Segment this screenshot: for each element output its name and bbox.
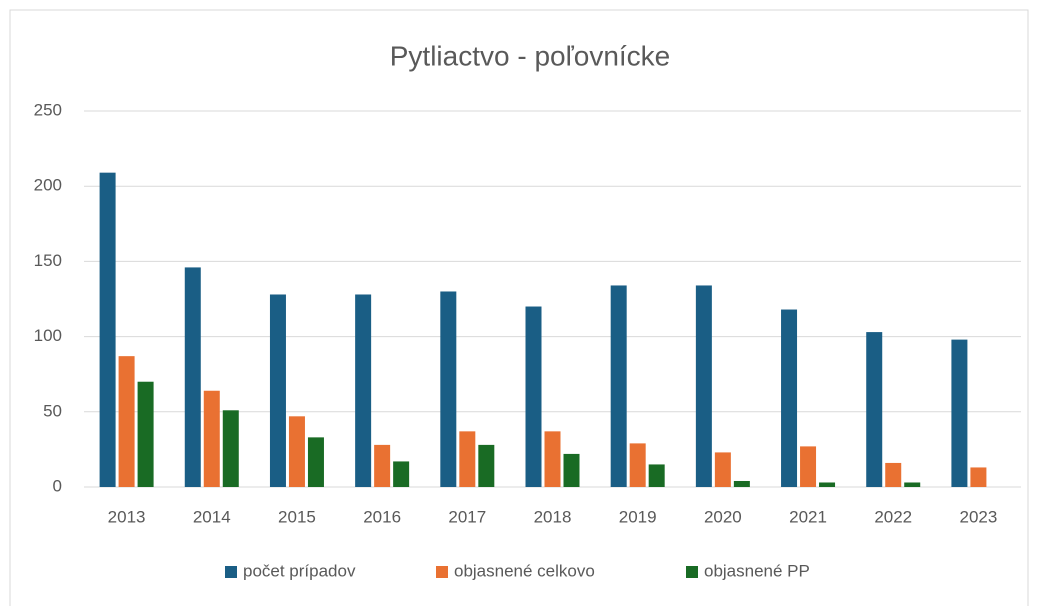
x-tick-label: 2022 [874,507,912,526]
bar [374,444,391,487]
bar [440,291,457,487]
bar [904,482,921,487]
bar [355,294,372,487]
y-tick-label: 0 [53,476,62,495]
bar [137,381,154,487]
chart-frame [9,9,1029,606]
y-tick-label: 150 [34,251,62,270]
x-tick-label: 2015 [278,507,316,526]
bar [800,446,817,487]
bar [695,285,712,487]
y-tick-label: 250 [34,100,62,119]
bar [781,309,798,487]
bar [648,464,665,487]
legend-swatch [436,566,448,578]
legend-label: objasnené celkovo [454,561,595,580]
bar [563,453,580,487]
x-tick-label: 2013 [108,507,146,526]
bar [307,437,324,487]
bar [714,452,731,487]
bar [222,410,239,487]
y-tick-label: 200 [34,176,62,195]
bar [544,431,561,487]
chart-title: Pytliactvo - poľovnícke [390,40,671,71]
bar [99,172,116,487]
bar [203,390,220,487]
x-tick-label: 2017 [448,507,486,526]
x-tick-label: 2019 [619,507,657,526]
x-tick-label: 2020 [704,507,742,526]
bar [733,480,750,487]
legend-swatch [686,566,698,578]
legend-label: počet prípadov [243,561,356,580]
bar [525,306,542,487]
x-tick-label: 2023 [959,507,997,526]
bar [866,332,883,487]
x-tick-label: 2016 [363,507,401,526]
bar [118,356,135,487]
bar [951,339,968,487]
legend-swatch [225,566,237,578]
y-tick-label: 50 [43,401,62,420]
bar [819,482,836,487]
x-tick-label: 2014 [193,507,231,526]
bar [478,444,495,487]
bar [184,267,201,487]
bar [288,416,305,487]
x-tick-label: 2021 [789,507,827,526]
bar [393,461,410,487]
bar [459,431,476,487]
bar [269,294,286,487]
bar [610,285,627,487]
x-tick-label: 2018 [534,507,572,526]
legend-label: objasnené PP [704,561,810,580]
y-tick-label: 100 [34,326,62,345]
bar [629,443,646,487]
bar [970,467,987,487]
bar [885,462,902,487]
